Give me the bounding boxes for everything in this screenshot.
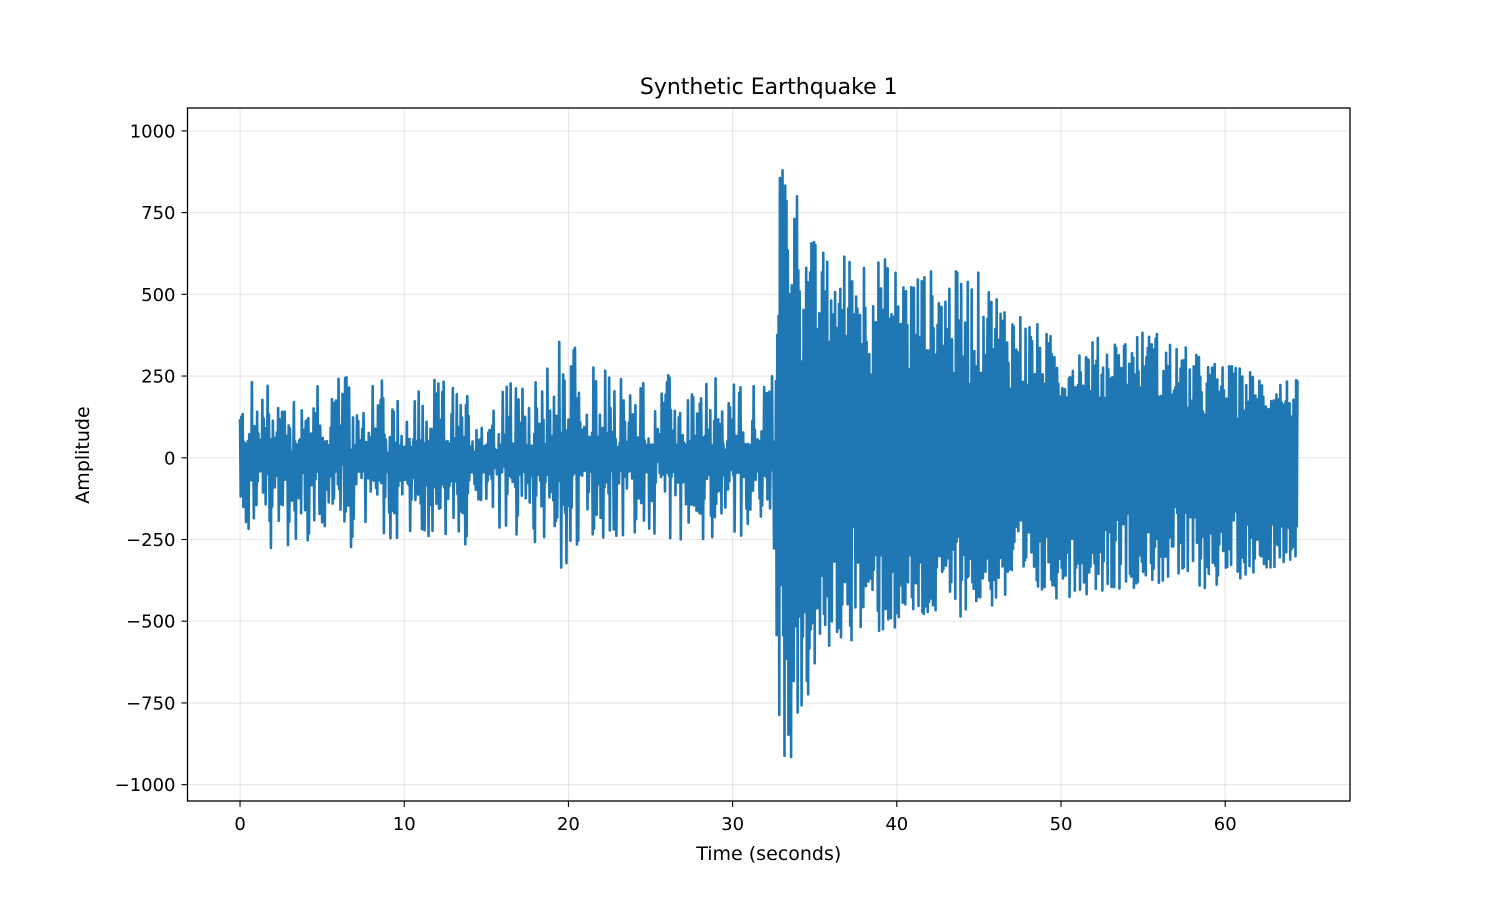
y-tick-label: 500 xyxy=(141,285,175,306)
x-axis-ticks: 0 10 20 30 40 50 60 xyxy=(234,801,1237,835)
y-tick-label: −1000 xyxy=(115,775,176,796)
x-tick-label: 10 xyxy=(393,814,416,835)
y-axis-ticks: 1000 750 500 250 0 −250 −500 −750 −1000 xyxy=(115,121,188,796)
y-tick-label: 0 xyxy=(164,448,175,469)
x-tick-label: 60 xyxy=(1214,814,1237,835)
x-tick-label: 40 xyxy=(885,814,908,835)
y-tick-label: 1000 xyxy=(130,121,176,142)
series-layer xyxy=(238,169,1299,759)
plot-frame xyxy=(186,107,1351,802)
y-tick-label: 250 xyxy=(141,367,175,388)
y-axis-label: Amplitude xyxy=(72,406,94,503)
y-tick-label: −750 xyxy=(126,693,175,714)
x-axis-label: Time (seconds) xyxy=(695,843,841,865)
y-tick-label: −250 xyxy=(126,530,175,551)
x-tick-label: 50 xyxy=(1050,814,1073,835)
y-tick-label: 750 xyxy=(141,203,175,224)
x-tick-label: 0 xyxy=(234,814,245,835)
y-tick-label: −500 xyxy=(126,612,175,633)
x-tick-label: 30 xyxy=(721,814,744,835)
series-line xyxy=(238,169,1299,759)
chart-title: Synthetic Earthquake 1 xyxy=(640,75,898,100)
x-tick-label: 20 xyxy=(557,814,580,835)
